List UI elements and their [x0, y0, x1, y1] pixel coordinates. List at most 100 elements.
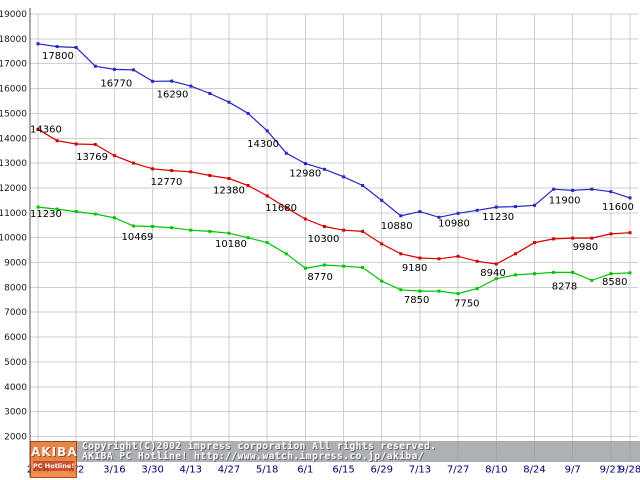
svg-text:11600: 11600	[602, 202, 634, 213]
logo-title: AKIBA	[31, 445, 78, 459]
series-green-marker	[494, 277, 498, 281]
svg-text:4/27: 4/27	[218, 464, 240, 475]
svg-text:6/1: 6/1	[297, 464, 313, 475]
series-blue-line	[37, 43, 631, 218]
series-blue-marker	[208, 92, 212, 95]
series-red-marker	[533, 241, 536, 245]
svg-text:6/29: 6/29	[371, 464, 393, 475]
series-red-marker	[284, 206, 288, 210]
series-red-marker	[151, 167, 155, 171]
series-blue-marker	[151, 79, 155, 83]
svg-text:19000: 19000	[0, 10, 27, 20]
svg-text:16000: 16000	[0, 85, 27, 95]
series-red-marker	[189, 170, 193, 174]
series-green-marker	[456, 292, 460, 296]
series-red-marker	[170, 169, 174, 173]
series-green-marker	[227, 231, 231, 235]
series-green-marker	[361, 266, 365, 269]
series-green-marker	[399, 288, 403, 292]
svg-text:4000: 4000	[4, 383, 27, 393]
svg-text:9000: 9000	[4, 259, 27, 269]
svg-text:14000: 14000	[0, 134, 27, 144]
series-green-marker	[284, 252, 288, 256]
series-green-marker	[552, 270, 556, 274]
series-green-marker	[112, 216, 116, 220]
series-blue-marker	[303, 162, 307, 166]
series-blue-marker	[590, 187, 594, 191]
series-red-marker	[132, 161, 135, 165]
svg-text:6000: 6000	[4, 333, 27, 343]
svg-text:11680: 11680	[265, 203, 297, 214]
copyright-line-1: Copyright(C)2002 impress corporation All…	[82, 441, 437, 452]
series-red-marker	[494, 262, 498, 266]
series-red-marker	[93, 143, 97, 146]
series-red-marker	[246, 184, 250, 187]
series-red-marker	[418, 256, 422, 260]
series-red-marker	[475, 259, 479, 263]
svg-text:8/24: 8/24	[523, 464, 545, 475]
series-red-marker	[399, 252, 403, 256]
svg-text:13000: 13000	[0, 159, 27, 169]
series-red-marker	[208, 174, 212, 177]
svg-text:3/30: 3/30	[141, 464, 163, 475]
series-blue-marker	[55, 45, 59, 49]
svg-text:7850: 7850	[404, 295, 429, 306]
series-red-marker	[112, 154, 116, 158]
svg-text:8278: 8278	[552, 281, 577, 292]
svg-text:15000: 15000	[0, 109, 27, 119]
series-green-marker	[132, 224, 135, 228]
series-red-line	[37, 128, 631, 265]
svg-text:4/13: 4/13	[180, 464, 202, 475]
series-green-marker	[93, 212, 97, 216]
series-blue-marker	[284, 151, 288, 155]
series-red-marker	[227, 177, 231, 180]
series-green-marker	[533, 272, 536, 276]
series-red-marker	[265, 194, 269, 198]
svg-text:3000: 3000	[4, 408, 27, 418]
svg-text:10469: 10469	[122, 232, 154, 243]
series-blue-marker	[456, 211, 460, 215]
series-red-marker	[571, 236, 575, 240]
series-blue-marker	[112, 67, 116, 71]
series-red-marker	[513, 252, 517, 256]
svg-text:2000: 2000	[4, 432, 27, 442]
series-green-marker	[609, 272, 613, 276]
series-green-marker	[628, 271, 632, 275]
gridlines: 19000 18000 17000 16000 15000 14000 13000 12000…	[0, 10, 638, 442]
series-red-marker	[456, 254, 460, 258]
series-red	[36, 127, 632, 266]
series-blue-marker	[418, 210, 422, 214]
svg-text:9/28: 9/28	[619, 464, 640, 475]
series-green-marker	[323, 263, 326, 267]
svg-text:10880: 10880	[381, 221, 413, 232]
svg-text:5000: 5000	[4, 358, 27, 368]
series-blue-marker	[571, 188, 575, 192]
svg-text:3/16: 3/16	[103, 464, 125, 475]
series-red-marker	[552, 237, 556, 241]
series-green-marker	[342, 264, 346, 268]
series-blue-marker	[189, 84, 193, 88]
series-blue-marker	[380, 198, 384, 202]
series-blue	[36, 42, 632, 219]
x-axis: 2/163/23/163/304/134/275/186/16/156/297/…	[27, 14, 640, 475]
series-blue-marker	[513, 205, 517, 209]
series-blue-marker	[36, 42, 40, 46]
series-red-marker	[55, 139, 59, 143]
svg-text:17800: 17800	[42, 51, 74, 62]
series-green-marker	[513, 273, 517, 277]
svg-text:11230: 11230	[30, 209, 62, 220]
series-red-marker	[628, 231, 632, 235]
series-red-marker	[323, 225, 326, 228]
logo-subtitle: PC Hotline!	[33, 461, 75, 471]
series-green-marker	[246, 236, 250, 240]
svg-text:12380: 12380	[213, 186, 245, 197]
svg-text:7/27: 7/27	[447, 464, 469, 475]
series-blue-marker	[170, 79, 174, 83]
svg-text:7000: 7000	[4, 308, 27, 318]
series-green-line	[37, 206, 631, 295]
svg-text:11230: 11230	[482, 212, 514, 223]
svg-text:10300: 10300	[308, 234, 340, 245]
copyright-overlay: Copyright(C)2002 impress corporation All…	[30, 441, 640, 462]
